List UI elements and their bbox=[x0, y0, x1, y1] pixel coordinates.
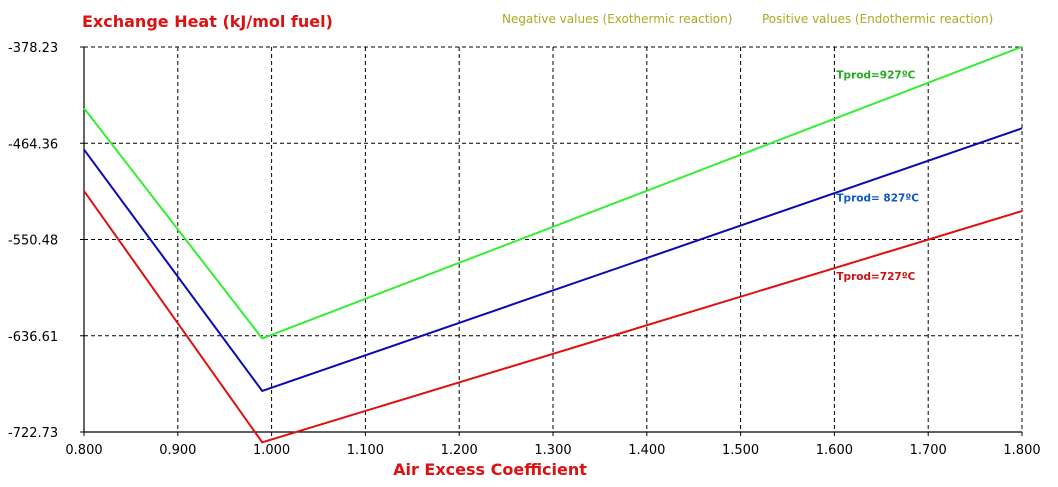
x-axis-title: Air Excess Coefficient bbox=[393, 460, 587, 479]
x-tick-label: 1.800 bbox=[1003, 443, 1040, 458]
x-tick-label: 1.100 bbox=[347, 443, 384, 458]
series-label-2: Tprod= 827ºC bbox=[836, 193, 919, 205]
x-tick-label: 1.000 bbox=[253, 443, 290, 458]
note-positive: Positive values (Endothermic reaction) bbox=[762, 12, 993, 26]
series-label-1: Tprod=927ºC bbox=[836, 70, 915, 82]
x-tick-label: 1.500 bbox=[722, 443, 759, 458]
series-line-3 bbox=[83, 190, 1023, 444]
y-tick-label: -464.36 bbox=[8, 137, 58, 152]
grid bbox=[84, 46, 1023, 432]
series-line-2 bbox=[83, 127, 1023, 393]
x-tick-label: 1.400 bbox=[628, 443, 665, 458]
y-tick-label: -636.61 bbox=[8, 330, 58, 345]
chart-title: Exchange Heat (kJ/mol fuel) bbox=[82, 12, 333, 31]
y-tick-label: -378.23 bbox=[8, 41, 58, 56]
x-tick-label: 0.800 bbox=[65, 443, 102, 458]
x-tick-label: 0.900 bbox=[159, 443, 196, 458]
x-tick-label: 1.300 bbox=[534, 443, 571, 458]
labels: 0.800 0.900 1.000 1.100 1.200 1.300 1.400 1.500… bbox=[8, 12, 1041, 479]
series-lines bbox=[83, 45, 1023, 444]
series-line-1 bbox=[83, 45, 1023, 340]
x-tick-label: 1.700 bbox=[910, 443, 947, 458]
y-tick-label: -722.73 bbox=[8, 426, 58, 441]
series-label-3: Tprod=727ºC bbox=[836, 271, 915, 283]
y-tick-label: -550.48 bbox=[8, 234, 58, 249]
note-negative: Negative values (Exothermic reaction) bbox=[502, 12, 732, 26]
x-tick-label: 1.600 bbox=[816, 443, 853, 458]
x-tick-label: 1.200 bbox=[441, 443, 478, 458]
axes bbox=[80, 46, 1023, 436]
